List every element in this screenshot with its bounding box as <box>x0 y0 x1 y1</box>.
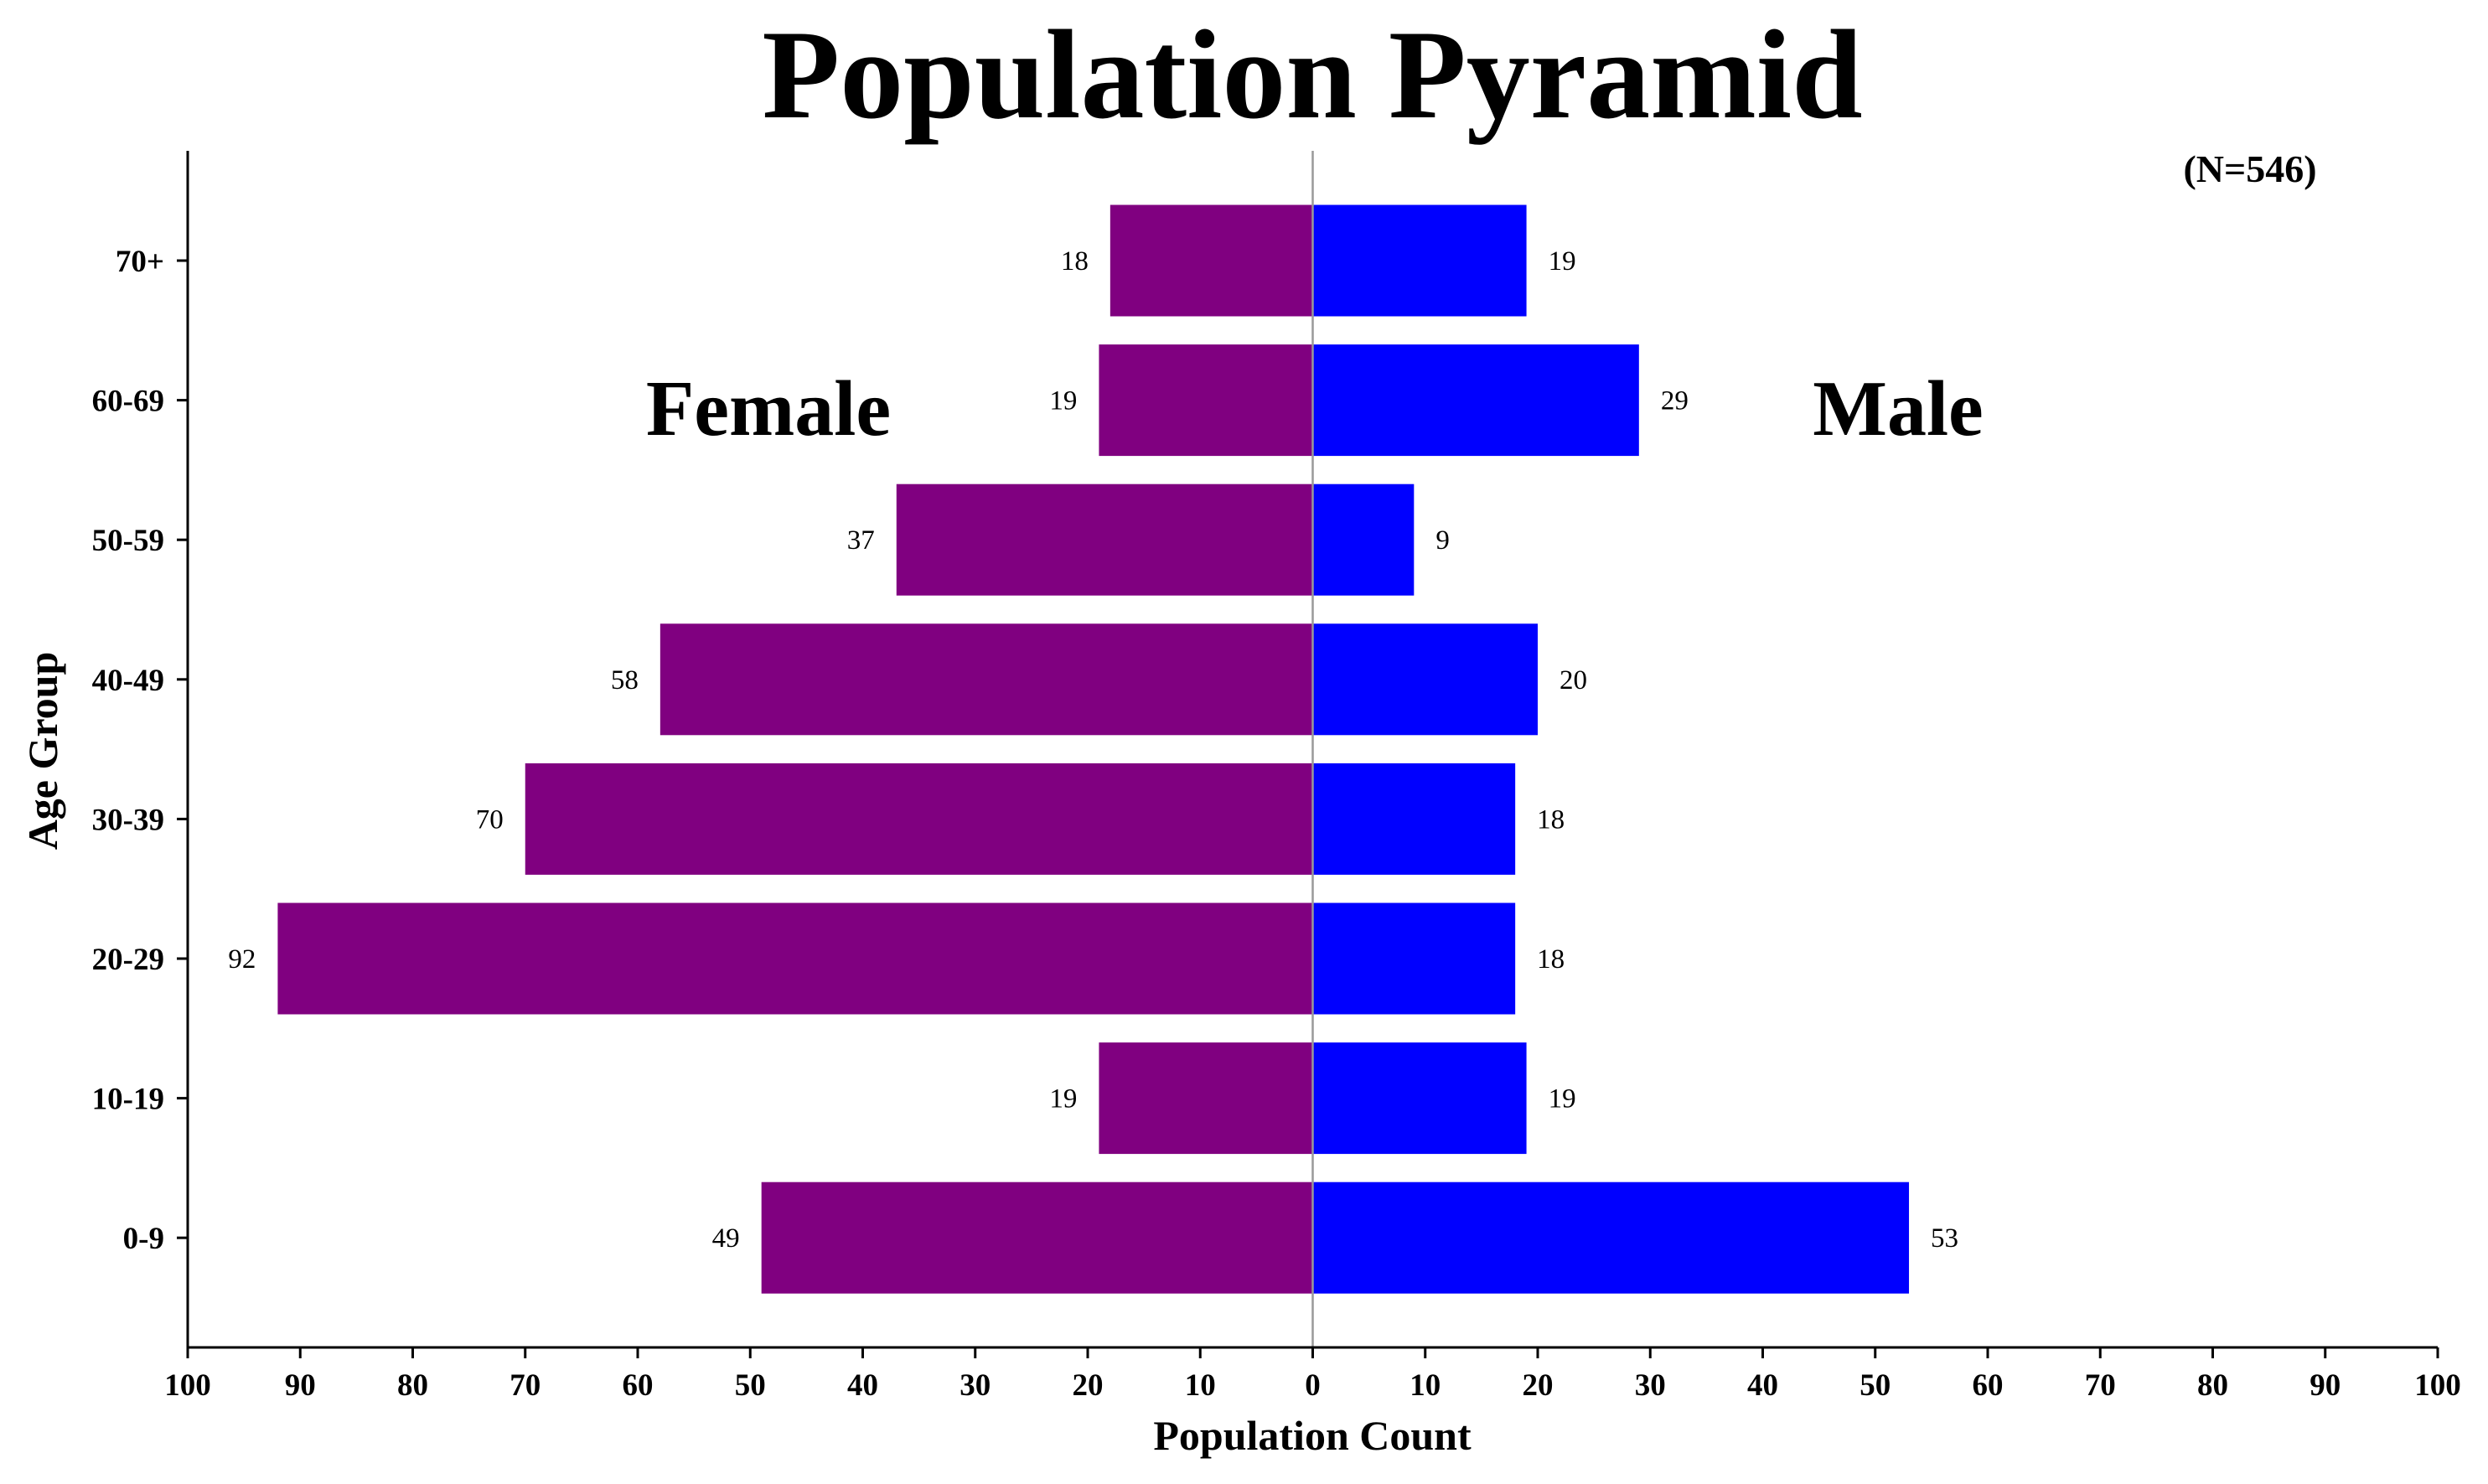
female-value-label-20-29: 92 <box>228 944 256 975</box>
y-tick-label-30-39: 30-39 <box>92 803 164 837</box>
x-tick-label: 50 <box>735 1368 766 1403</box>
female-bar-40-49 <box>660 623 1313 736</box>
x-tick-label: 20 <box>1523 1368 1554 1403</box>
female-bar-20-29 <box>277 902 1313 1015</box>
value-labels-group: 18 19 19 29 37 9 58 20 70 18 92 18 19 19 49 53 <box>228 246 1958 1254</box>
x-axis-title: Population Count <box>1153 1412 1472 1459</box>
male-bar-60-69 <box>1312 344 1639 457</box>
x-tick-label: 70 <box>509 1368 541 1403</box>
male-bar-20-29 <box>1312 902 1516 1015</box>
x-tick-label: 40 <box>1747 1368 1778 1403</box>
x-tick-label: 70 <box>2085 1368 2116 1403</box>
x-tick-label: 10 <box>1185 1368 1216 1403</box>
chart-title: Population Pyramid <box>762 4 1862 145</box>
x-tick-label: 30 <box>1635 1368 1666 1403</box>
male-bar-50-59 <box>1312 483 1415 596</box>
x-tick-label: 100 <box>2414 1368 2461 1403</box>
female-bar-30-39 <box>525 763 1313 875</box>
x-tick-label: 80 <box>2197 1368 2228 1403</box>
y-tick-label-60-69: 60-69 <box>92 385 164 419</box>
x-tick-label: 10 <box>1410 1368 1441 1403</box>
male-value-label-10-19: 19 <box>1549 1084 1576 1114</box>
male-bar-40-49 <box>1312 623 1538 736</box>
male-bar-10-19 <box>1312 1042 1527 1155</box>
female-value-label-50-59: 37 <box>847 525 875 556</box>
y-tick-label-0-9: 0-9 <box>123 1222 164 1256</box>
female-bar-10-19 <box>1099 1042 1313 1155</box>
male-value-label-30-39: 18 <box>1537 804 1565 835</box>
female-value-label-40-49: 58 <box>611 665 639 695</box>
x-tick-label: 60 <box>623 1368 654 1403</box>
y-tick-label-20-29: 20-29 <box>92 943 164 977</box>
male-value-label-60-69: 29 <box>1661 386 1689 416</box>
x-tick-label: 90 <box>2310 1368 2341 1403</box>
male-side-label: Male <box>1813 365 1984 452</box>
male-value-label-20-29: 18 <box>1537 944 1565 975</box>
y-axis-title: Age Group <box>19 652 66 851</box>
x-tick-label: 20 <box>1073 1368 1104 1403</box>
y-tick-label-10-19: 10-19 <box>92 1083 164 1117</box>
x-tick-label: 80 <box>397 1368 428 1403</box>
male-value-label-70+: 19 <box>1549 246 1576 277</box>
male-bar-0-9 <box>1312 1182 1910 1294</box>
x-tick-label: 0 <box>1305 1368 1321 1403</box>
male-bar-70+ <box>1312 204 1527 317</box>
female-value-label-60-69: 19 <box>1049 386 1077 416</box>
female-bar-60-69 <box>1099 344 1313 457</box>
x-tick-label: 30 <box>960 1368 991 1403</box>
x-tick-label: 40 <box>847 1368 878 1403</box>
female-value-label-10-19: 19 <box>1049 1084 1077 1114</box>
bars-group <box>277 204 1910 1294</box>
female-bar-70+ <box>1110 204 1313 317</box>
female-bar-50-59 <box>896 483 1313 596</box>
y-tick-label-70+: 70+ <box>116 245 164 279</box>
male-value-label-0-9: 53 <box>1931 1223 1958 1254</box>
y-tick-label-40-49: 40-49 <box>92 664 164 698</box>
female-value-label-70+: 18 <box>1061 246 1089 277</box>
x-tick-label: 90 <box>285 1368 316 1403</box>
male-value-label-50-59: 9 <box>1435 525 1450 556</box>
x-tick-label: 100 <box>164 1368 211 1403</box>
female-side-label: Female <box>646 365 891 452</box>
female-value-label-0-9: 49 <box>712 1223 740 1254</box>
x-tick-label: 60 <box>1973 1368 2004 1403</box>
male-value-label-40-49: 20 <box>1560 665 1587 695</box>
female-value-label-30-39: 70 <box>476 804 504 835</box>
y-tick-label-50-59: 50-59 <box>92 524 164 558</box>
male-bar-30-39 <box>1312 763 1516 875</box>
sample-size-label: (N=546) <box>2183 147 2316 190</box>
x-tick-label: 50 <box>1860 1368 1891 1403</box>
female-bar-0-9 <box>761 1182 1313 1294</box>
